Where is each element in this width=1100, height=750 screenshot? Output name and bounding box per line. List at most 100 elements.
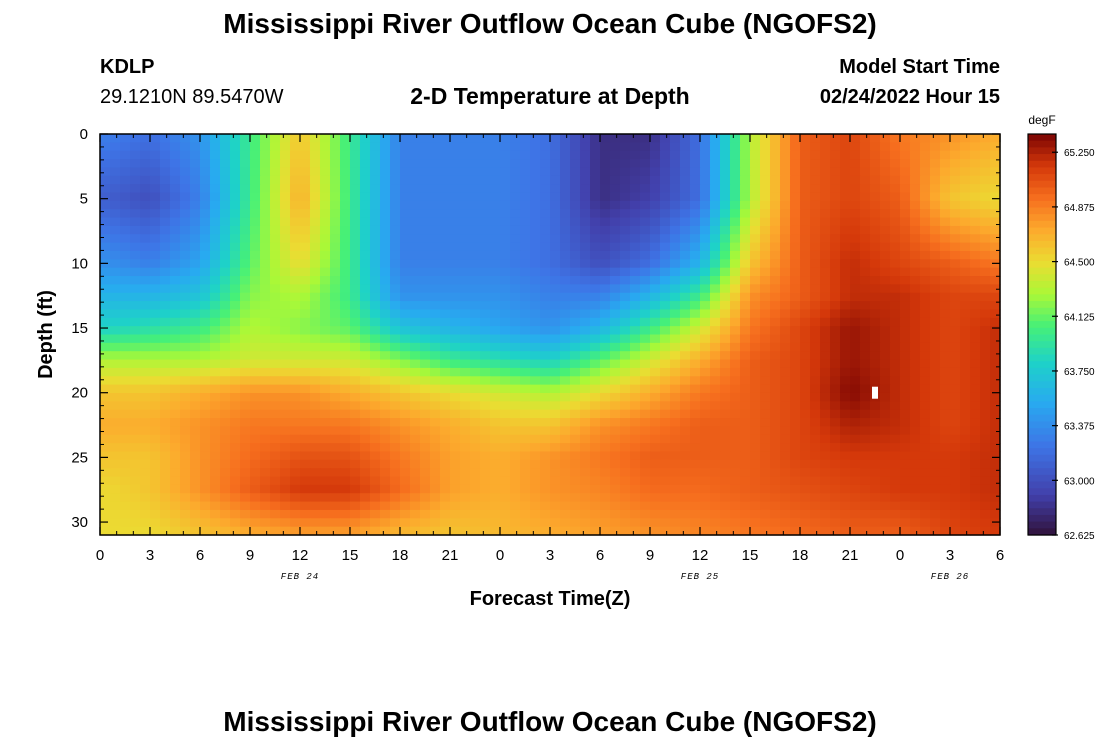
heatmap-cell bbox=[470, 476, 481, 486]
heatmap-cell bbox=[130, 384, 141, 394]
heatmap-cell bbox=[920, 284, 931, 294]
heatmap-cell bbox=[730, 134, 741, 143]
heatmap-cell bbox=[470, 351, 481, 361]
heatmap-cell bbox=[510, 175, 521, 185]
heatmap-cell bbox=[620, 225, 631, 235]
heatmap-cell bbox=[180, 459, 191, 469]
heatmap-cell bbox=[680, 409, 691, 419]
heatmap-cell bbox=[110, 225, 121, 235]
heatmap-cell bbox=[570, 225, 581, 235]
heatmap-cell bbox=[900, 468, 911, 478]
heatmap-cell bbox=[560, 409, 571, 419]
heatmap-cell bbox=[670, 409, 681, 419]
heatmap-cell bbox=[980, 342, 991, 352]
heatmap-cell bbox=[650, 175, 661, 185]
heatmap-cell bbox=[920, 276, 931, 285]
heatmap-cell bbox=[540, 200, 551, 210]
heatmap-cell bbox=[430, 284, 441, 294]
heatmap-cell bbox=[680, 259, 691, 269]
heatmap-cell bbox=[970, 167, 981, 177]
heatmap-cell bbox=[370, 309, 381, 319]
heatmap-cell bbox=[240, 443, 251, 453]
heatmap-cell bbox=[930, 209, 941, 219]
heatmap-cell bbox=[770, 209, 781, 219]
heatmap-cell bbox=[420, 225, 431, 235]
heatmap-cell bbox=[680, 493, 691, 503]
heatmap-cell bbox=[680, 418, 691, 427]
heatmap-cell bbox=[540, 367, 551, 377]
heatmap-cell bbox=[870, 184, 881, 194]
heatmap-cell bbox=[120, 142, 131, 152]
heatmap-cell bbox=[810, 342, 821, 352]
heatmap-cell bbox=[980, 518, 991, 528]
heatmap-cell bbox=[380, 426, 391, 436]
heatmap-cell bbox=[520, 476, 531, 486]
heatmap-cell bbox=[640, 284, 651, 294]
heatmap-cell bbox=[970, 259, 981, 269]
heatmap-cell bbox=[360, 250, 371, 260]
heatmap-cell bbox=[110, 418, 121, 427]
heatmap-cell bbox=[240, 175, 251, 185]
heatmap-cell bbox=[600, 376, 611, 386]
heatmap-cell bbox=[330, 142, 341, 152]
heatmap-cell bbox=[770, 476, 781, 486]
heatmap-cell bbox=[930, 259, 941, 269]
heatmap-cell bbox=[160, 509, 171, 519]
heatmap-cell bbox=[260, 484, 271, 494]
heatmap-cell bbox=[760, 434, 771, 444]
heatmap-cell bbox=[770, 134, 781, 143]
heatmap-cell bbox=[670, 242, 681, 252]
heatmap-cell bbox=[440, 451, 451, 461]
heatmap-cell bbox=[890, 392, 901, 402]
chart-title: Mississippi River Outflow Ocean Cube (NG… bbox=[223, 8, 877, 39]
heatmap-cell bbox=[570, 217, 581, 227]
heatmap-cell bbox=[400, 184, 411, 194]
heatmap-cell bbox=[570, 301, 581, 311]
heatmap-cell bbox=[890, 200, 901, 210]
heatmap-cell bbox=[500, 359, 511, 369]
heatmap-cell bbox=[570, 476, 581, 486]
heatmap-cell bbox=[200, 334, 211, 344]
heatmap-cell bbox=[160, 384, 171, 394]
heatmap-cell bbox=[970, 426, 981, 436]
heatmap-cell bbox=[460, 184, 471, 194]
heatmap-cell bbox=[580, 259, 591, 269]
heatmap-cell bbox=[120, 301, 131, 311]
heatmap-cell bbox=[580, 493, 591, 503]
heatmap-cell bbox=[880, 276, 891, 285]
heatmap-cell bbox=[230, 468, 241, 478]
heatmap-cell bbox=[240, 276, 251, 285]
heatmap-cell bbox=[710, 376, 721, 386]
heatmap-cell bbox=[390, 459, 401, 469]
colorbar-segment bbox=[1028, 354, 1056, 362]
heatmap-cell bbox=[820, 334, 831, 344]
heatmap-cell bbox=[270, 259, 281, 269]
heatmap-cell bbox=[610, 184, 621, 194]
heatmap-cell bbox=[280, 451, 291, 461]
heatmap-cell bbox=[830, 242, 841, 252]
heatmap-cell bbox=[250, 259, 261, 269]
heatmap-cell bbox=[200, 434, 211, 444]
heatmap-cell bbox=[440, 167, 451, 177]
heatmap-cell bbox=[120, 267, 131, 277]
heatmap-cell bbox=[230, 518, 241, 528]
heatmap-cell bbox=[120, 518, 131, 528]
heatmap-cell bbox=[170, 192, 181, 202]
heatmap-cell bbox=[900, 242, 911, 252]
heatmap-cell bbox=[190, 418, 201, 427]
heatmap-cell bbox=[720, 418, 731, 427]
heatmap-cell bbox=[420, 309, 431, 319]
heatmap-cell bbox=[860, 192, 871, 202]
colorbar-segment bbox=[1028, 267, 1056, 275]
heatmap-cell bbox=[940, 509, 951, 519]
heatmap-cell bbox=[170, 301, 181, 311]
heatmap-cell bbox=[260, 292, 271, 302]
heatmap-cell bbox=[550, 434, 561, 444]
heatmap-cell bbox=[830, 134, 841, 143]
heatmap-cell bbox=[590, 518, 601, 528]
heatmap-cell bbox=[220, 217, 231, 227]
heatmap-cell bbox=[690, 443, 701, 453]
heatmap-cell bbox=[120, 292, 131, 302]
heatmap-cell bbox=[690, 426, 701, 436]
heatmap-cell bbox=[330, 317, 341, 327]
